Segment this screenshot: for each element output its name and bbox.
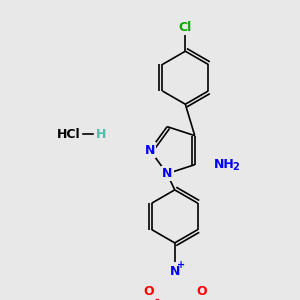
Text: Cl: Cl	[179, 21, 192, 34]
Text: N: N	[145, 144, 155, 157]
Text: NH: NH	[214, 158, 235, 171]
Text: N: N	[162, 167, 172, 180]
Text: O: O	[196, 285, 206, 298]
Text: H: H	[96, 128, 106, 141]
Text: -: -	[155, 294, 159, 300]
Text: +: +	[177, 260, 185, 270]
Text: N: N	[169, 265, 180, 278]
Text: HCl: HCl	[57, 128, 81, 141]
Text: O: O	[143, 285, 154, 298]
Text: 2: 2	[232, 162, 238, 172]
